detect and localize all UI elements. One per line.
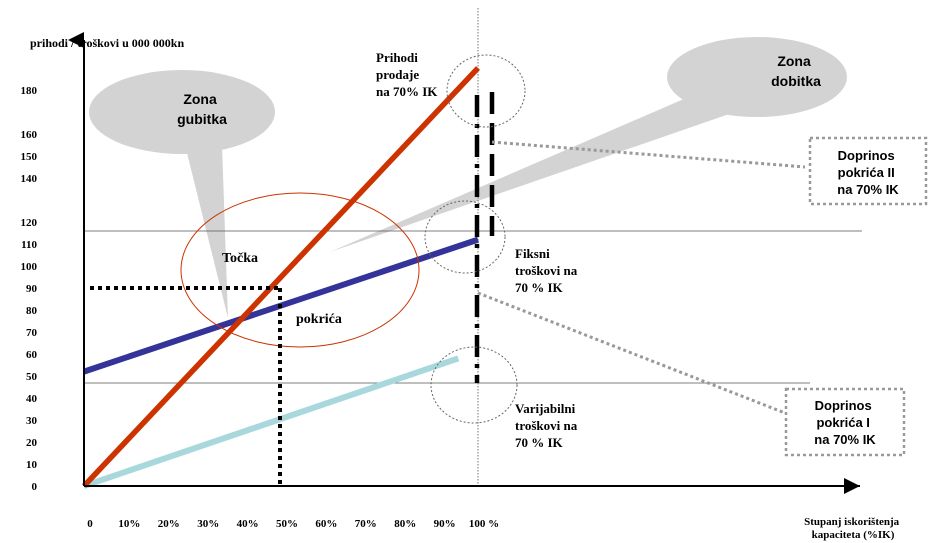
x-tick-label: 10% bbox=[118, 518, 140, 530]
x-tick-label: 100 % bbox=[469, 518, 499, 530]
y-tick-label: 20 bbox=[26, 437, 38, 449]
y-tick-label: 120 bbox=[21, 217, 38, 229]
y-tick-label: 110 bbox=[21, 239, 37, 251]
y-tick-label: 160 bbox=[21, 129, 38, 141]
x-tick-labels: 0 10% 20% 30% 40% 50% 60% 70% 80% 90% 100 % bbox=[87, 518, 499, 530]
break-even-circle bbox=[180, 192, 420, 348]
y-tick-label: 80 bbox=[26, 305, 38, 317]
profit-zone-bubble-body bbox=[667, 37, 847, 117]
y-tick-label: 70 bbox=[26, 327, 38, 339]
variable-70-circle bbox=[430, 346, 518, 424]
profit-zone-bubble-tail bbox=[330, 92, 735, 252]
x-tick-label: 70% bbox=[355, 518, 377, 530]
y-tick-label: 0 bbox=[32, 481, 38, 493]
x-tick-label: 90% bbox=[434, 518, 456, 530]
variable-cost-line bbox=[83, 355, 460, 489]
contribution-i-label: Doprinos pokrića I na 70% IK bbox=[814, 398, 876, 447]
loss-zone-label: Zona gubitka bbox=[177, 91, 227, 127]
x-tick-label: 60% bbox=[315, 518, 337, 530]
y-tick-label: 40 bbox=[26, 393, 38, 405]
sales-revenue-70-label: Prihodi prodaje na 70% IK bbox=[376, 50, 438, 99]
break-even-point-label: Točka bbox=[222, 251, 258, 266]
contribution-i-box bbox=[784, 387, 906, 457]
x-tick-label: 30% bbox=[197, 518, 219, 530]
contribution-ii-label: Doprinos pokrića II na 70% IK bbox=[837, 148, 899, 197]
y-tick-label: 100 bbox=[21, 261, 38, 273]
x-tick-label: 50% bbox=[276, 518, 298, 530]
x-tick-label: 80% bbox=[394, 518, 416, 530]
y-tick-label: 30 bbox=[26, 415, 38, 427]
revenue-line bbox=[81, 66, 481, 488]
x-tick-label: 20% bbox=[158, 518, 180, 530]
profit-zone-label: Zona dobitka bbox=[771, 53, 821, 89]
y-tick-label: 50 bbox=[26, 371, 38, 383]
loss-zone-bubble bbox=[185, 145, 228, 318]
x-tick-label: 40% bbox=[237, 518, 259, 530]
variable-cost-70-label: Varijabilni troškovi na 70 % IK bbox=[515, 401, 581, 450]
callout-boxes bbox=[784, 136, 928, 457]
fixed-70-circle bbox=[424, 200, 506, 274]
y-tick-label: 180 bbox=[21, 85, 38, 97]
revenue-70-circle bbox=[446, 54, 526, 128]
y-tick-label: 150 bbox=[21, 151, 38, 163]
x-tick-label: 0 bbox=[87, 518, 93, 530]
y-tick-label: 90 bbox=[26, 283, 38, 295]
callout-connectors bbox=[477, 140, 806, 415]
x-axis-label: Stupanj iskorištenja kapaciteta (%IK) bbox=[804, 516, 902, 541]
y-tick-label: 140 bbox=[21, 173, 38, 185]
fixed-cost-70-label: Fiksni troškovi na 70 % IK bbox=[515, 246, 581, 295]
zone-bubbles bbox=[89, 37, 847, 318]
y-tick-label: 60 bbox=[26, 349, 38, 361]
y-tick-label: 10 bbox=[26, 459, 38, 471]
axes bbox=[68, 32, 860, 494]
y-tick-labels: 0 10 20 30 40 50 60 70 80 90 100 110 120 140 150 160 180 bbox=[21, 85, 38, 493]
loss-zone-bubble-body bbox=[89, 70, 275, 154]
reference-lines bbox=[84, 8, 862, 486]
highlight-circles bbox=[424, 54, 526, 424]
contribution-ii-box bbox=[808, 136, 928, 206]
contribution-ii-connector bbox=[491, 140, 806, 169]
y-axis-label: prihodi / troškovi u 000 000kn bbox=[30, 36, 184, 50]
break-even-contribution-label: pokrića bbox=[296, 312, 342, 327]
capacity-70-markers bbox=[474, 92, 495, 383]
contribution-i-connector bbox=[477, 291, 786, 415]
